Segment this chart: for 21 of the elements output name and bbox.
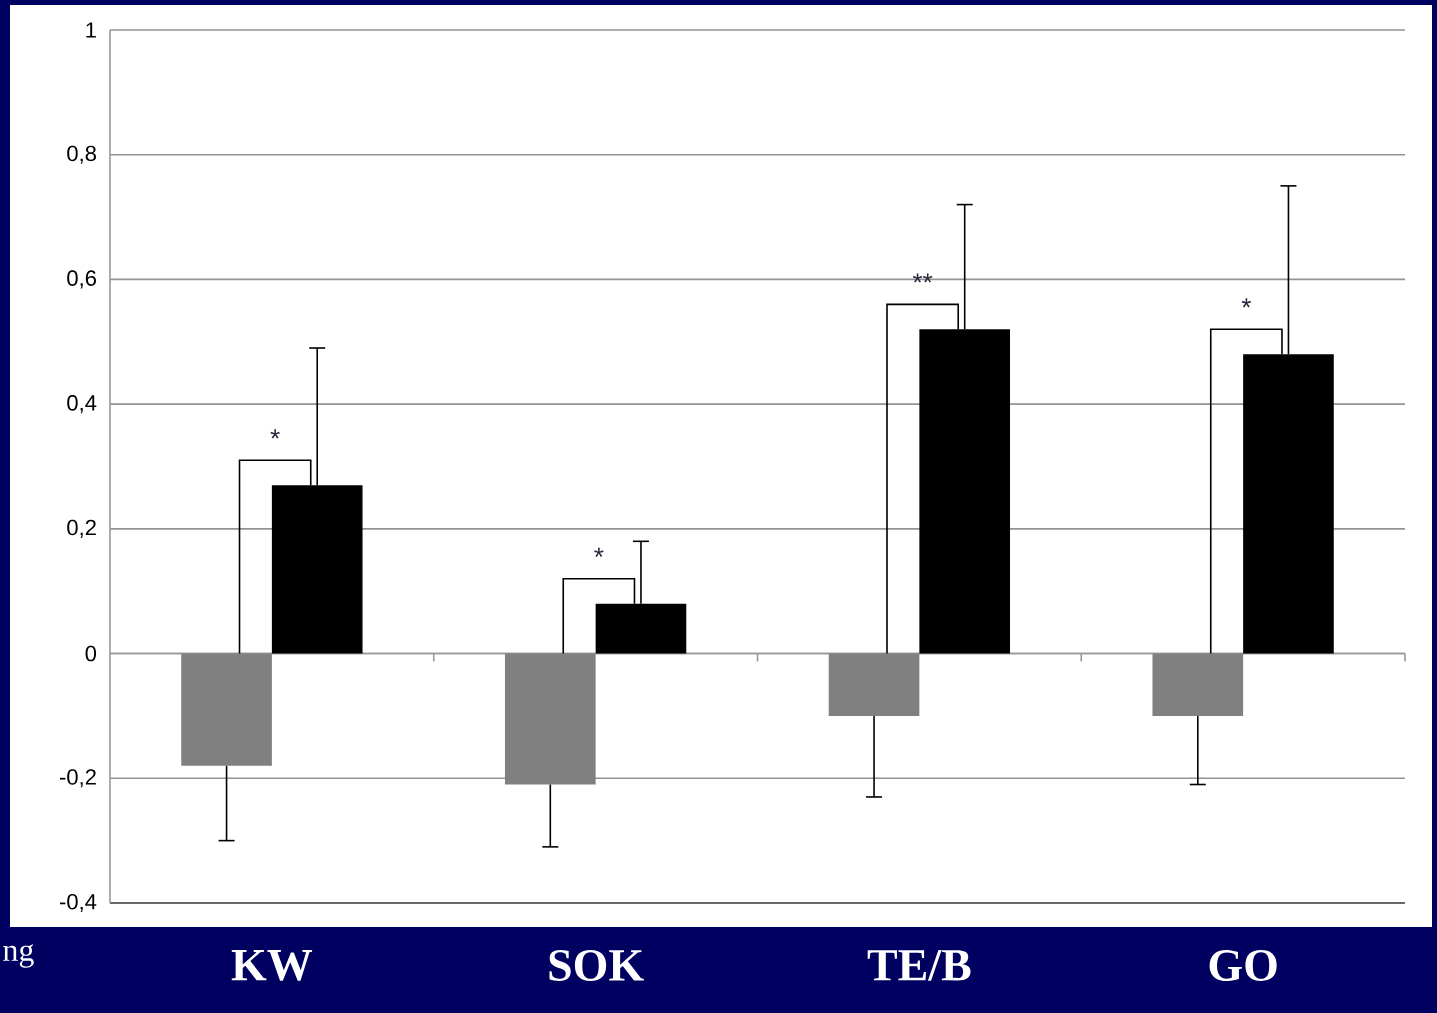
x-tick-label: KW [231, 950, 313, 981]
bar [504, 653, 596, 785]
annotation: * [1241, 298, 1252, 308]
annotation: * [270, 429, 280, 439]
y-tick-label: -0,4 [60, 893, 97, 913]
text: ng [3, 944, 34, 968]
y-tick-label: 0,8 [67, 145, 96, 164]
y-tick-label: 0,2 [67, 519, 96, 538]
y-tick-label: 0,4 [67, 395, 97, 414]
y-tick-label: 0 [85, 645, 97, 662]
y-tick-label: 0,6 [67, 270, 96, 289]
annotation: ** [912, 273, 933, 283]
x-tick-label: GO [1209, 950, 1277, 981]
y-tick-label: 1 [86, 22, 96, 38]
x-tick-label: SOK [549, 950, 644, 981]
y-tick-label: -0,2 [60, 769, 96, 788]
bar [828, 653, 920, 716]
x-tick-label: TE/B [867, 950, 971, 981]
bar [1152, 653, 1244, 716]
bar [181, 653, 272, 766]
annotation: * [594, 547, 604, 557]
